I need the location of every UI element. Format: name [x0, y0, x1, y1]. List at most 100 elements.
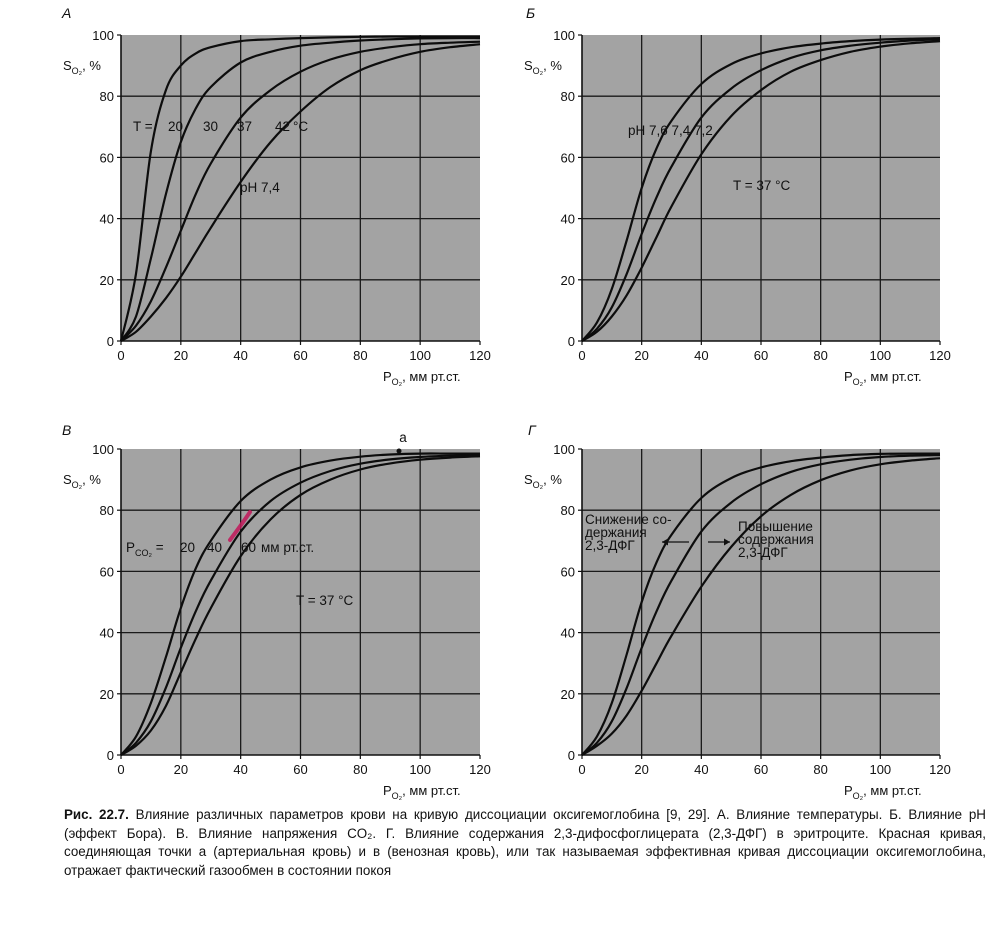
y-tick-label: 0	[568, 748, 575, 763]
figure: А 0 20 40 60 80 100 120 0 20 40 60 80 100 SO₂, % PO₂, …	[61, 5, 951, 800]
pco2-unit: мм рт.ст.	[261, 540, 314, 555]
series-line-2	[120, 454, 481, 756]
y-tick-label: 60	[561, 564, 575, 579]
y-tick-label: 60	[561, 150, 575, 165]
decrease-dpg-label: 2,3-ДФГ	[585, 538, 635, 553]
pco2-label-prefix: PCO₂ =	[126, 540, 164, 558]
x-tick-label: 20	[174, 348, 188, 363]
x-tick-label: 80	[353, 762, 367, 777]
series-line-3	[581, 457, 941, 756]
temp-label: T = 37 °C	[296, 593, 354, 608]
panel-v: В 0 20 40 60 80 100 120 0 20 40 60 80 100 SO₂, % PO₂, …	[62, 422, 491, 800]
temp-value-label: 20	[168, 119, 183, 134]
series-line-3	[120, 40, 481, 342]
x-tick-label: 40	[694, 348, 708, 363]
panel-letter-v: В	[62, 422, 71, 438]
left-arrow-head	[662, 538, 668, 546]
y-tick-label: 20	[100, 273, 114, 288]
x-tick-label: 0	[117, 762, 124, 777]
x-tick-label: 20	[634, 762, 648, 777]
x-axis-label: PO₂, мм рт.ст.	[844, 369, 922, 387]
caption-text: Влияние различных параметров крови на кр…	[64, 807, 986, 878]
x-tick-label: 0	[578, 762, 585, 777]
x-tick-label: 20	[174, 762, 188, 777]
pco2-value-label: 20	[180, 540, 195, 555]
x-tick-label: 120	[929, 348, 951, 363]
y-tick-label: 40	[100, 212, 114, 227]
increase-dpg-label: 2,3-ДФГ	[738, 545, 788, 560]
x-tick-label: 80	[353, 348, 367, 363]
y-tick-label: 80	[100, 89, 114, 104]
x-tick-label: 40	[233, 348, 247, 363]
series-line-2	[581, 454, 941, 756]
y-tick-label: 80	[561, 503, 575, 518]
y-axis-label: SO₂, %	[524, 472, 562, 490]
y-tick-label: 0	[107, 334, 114, 349]
series-line-2	[581, 38, 941, 342]
y-tick-label: 100	[92, 442, 114, 457]
x-tick-label: 20	[634, 348, 648, 363]
y-axis-label: SO₂, %	[63, 472, 101, 490]
y-tick-label: 100	[553, 442, 575, 457]
y-tick-label: 0	[107, 748, 114, 763]
decrease-dpg-label: Снижение со-	[585, 512, 671, 527]
y-tick-label: 40	[100, 626, 114, 641]
temp-prefix: T =	[133, 119, 153, 134]
x-tick-label: 40	[233, 762, 247, 777]
panel-letter-g: Г	[528, 422, 537, 438]
panel-letter-a: А	[61, 5, 71, 21]
y-axis-label: SO₂, %	[63, 58, 101, 76]
temp-unit: °C	[293, 119, 308, 134]
panel-g: Г 0 20 40 60 80 100 120 0 20 40 60 80 100 SO₂, % PO₂, …	[524, 422, 951, 800]
y-tick-label: 20	[100, 687, 114, 702]
x-axis-label: PO₂, мм рт.ст.	[844, 783, 922, 800]
increase-dpg-label: Повышение	[738, 519, 813, 534]
x-tick-label: 60	[754, 348, 768, 363]
temp-value-label: 42	[275, 119, 290, 134]
series-line-3	[120, 455, 481, 756]
figure-caption: Рис. 22.7. Влияние различных параметров …	[64, 806, 986, 880]
x-tick-label: 0	[578, 348, 585, 363]
x-tick-label: 60	[293, 348, 307, 363]
x-tick-label: 100	[869, 762, 891, 777]
x-tick-label: 60	[293, 762, 307, 777]
effective-curve-segment	[228, 510, 252, 542]
x-tick-label: 100	[409, 348, 431, 363]
temp-value-label: 30	[203, 119, 218, 134]
y-tick-label: 40	[561, 626, 575, 641]
y-tick-label: 80	[561, 89, 575, 104]
x-tick-label: 40	[694, 762, 708, 777]
x-tick-label: 120	[469, 348, 491, 363]
series-line-1	[581, 37, 941, 342]
x-tick-label: 100	[869, 348, 891, 363]
series-line-4	[120, 43, 481, 342]
y-tick-label: 20	[561, 273, 575, 288]
temp-value-label: 37	[237, 119, 252, 134]
y-axis-label: SO₂, %	[524, 58, 562, 76]
x-tick-label: 60	[754, 762, 768, 777]
x-axis-label: PO₂, мм рт.ст.	[383, 369, 461, 387]
y-tick-label: 80	[100, 503, 114, 518]
x-tick-label: 0	[117, 348, 124, 363]
series-line-2	[120, 36, 481, 342]
y-tick-label: 20	[561, 687, 575, 702]
panel-letter-b: Б	[526, 5, 535, 21]
caption-label: Рис. 22.7.	[64, 807, 129, 822]
y-tick-label: 60	[100, 150, 114, 165]
decrease-dpg-label: держания	[585, 525, 647, 540]
increase-dpg-label: содержания	[738, 532, 814, 547]
pco2-value-label: 40	[207, 540, 222, 555]
series-line-3	[581, 40, 941, 342]
x-tick-label: 80	[813, 762, 827, 777]
point-a-marker	[396, 448, 402, 454]
point-a-label: a	[399, 430, 407, 445]
x-tick-label: 120	[929, 762, 951, 777]
x-axis-label: PO₂, мм рт.ст.	[383, 783, 461, 800]
x-tick-label: 100	[409, 762, 431, 777]
x-tick-label: 80	[813, 348, 827, 363]
series-line-1	[119, 35, 480, 342]
panel-a: А 0 20 40 60 80 100 120 0 20 40 60 80 100 SO₂, % PO₂, …	[61, 5, 491, 387]
x-tick-label: 120	[469, 762, 491, 777]
y-tick-label: 60	[100, 564, 114, 579]
y-tick-label: 100	[553, 28, 575, 43]
